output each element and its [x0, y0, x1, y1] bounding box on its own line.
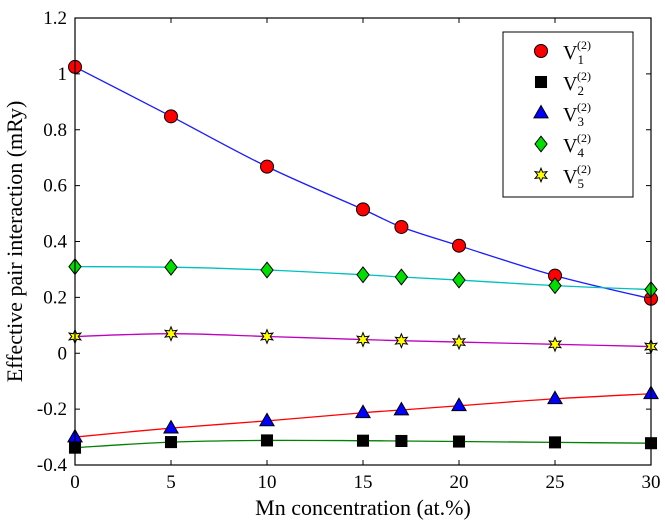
data-point-v1: [260, 159, 274, 174]
legend-label-v3: V3(2): [563, 100, 591, 129]
data-point-v4: [548, 277, 562, 295]
data-point-v3: [259, 412, 275, 427]
data-point-v5: [547, 336, 563, 353]
data-point-v4: [164, 258, 178, 276]
data-point-v5: [163, 325, 179, 342]
y-tick-label: 0.8: [43, 120, 67, 141]
data-point-v1: [164, 109, 178, 124]
legend-box: [502, 31, 634, 198]
data-point-v4: [260, 261, 274, 279]
data-point-v5: [451, 333, 467, 351]
x-axis-label: Mn concentration (at.%): [255, 495, 471, 520]
x-tick-label: 10: [258, 472, 277, 493]
data-point-v4: [394, 268, 409, 286]
legend-label-v1: V1(2): [563, 38, 591, 67]
legend-marker-v4: [534, 135, 548, 153]
data-point-v1: [452, 238, 466, 253]
data-point-v5: [259, 328, 275, 345]
y-tick-label: -0.2: [37, 399, 67, 420]
data-point-v5: [355, 331, 371, 348]
data-point-v2: [452, 435, 466, 448]
x-tick-label: 5: [166, 472, 176, 493]
data-point-v1: [356, 202, 370, 217]
data-point-v3: [163, 419, 179, 434]
legend-label-v2: V2(2): [563, 69, 591, 98]
x-tick-label: 15: [354, 472, 373, 493]
data-point-v2: [356, 434, 370, 447]
y-tick-label: 1.2: [43, 8, 67, 29]
y-axis-label: Effective pair interaction (mRy): [2, 101, 27, 383]
data-point-v3: [393, 401, 410, 416]
data-point-v1: [394, 219, 409, 234]
data-point-v4: [452, 271, 466, 289]
data-point-v2: [395, 434, 408, 447]
x-tick-label: 30: [642, 472, 661, 493]
y-tick-label: 0.4: [43, 232, 67, 253]
data-point-v5: [394, 332, 409, 349]
y-tick-label: 0.2: [43, 287, 67, 308]
legend-label-v4: V4(2): [563, 131, 591, 160]
data-point-v4: [356, 266, 370, 284]
legend-marker-v5: [533, 166, 549, 184]
legend-marker-v3: [533, 104, 549, 119]
data-point-v3: [547, 390, 563, 405]
data-point-v2: [260, 434, 274, 447]
data-point-v2: [164, 436, 178, 449]
legend-marker-v2: [534, 75, 548, 89]
y-tick-label: -0.4: [37, 455, 68, 476]
y-tick-label: 0: [58, 343, 68, 364]
y-tick-label: 1: [58, 64, 68, 85]
y-tick-label: 0.6: [43, 176, 67, 197]
x-tick-label: 20: [450, 472, 469, 493]
legend-marker-v1: [534, 44, 548, 58]
legend-label-v5: V5(2): [563, 162, 591, 191]
data-point-v3: [355, 404, 371, 419]
data-point-v2: [548, 436, 562, 449]
x-tick-label: 25: [546, 472, 565, 493]
x-tick-label: 0: [70, 472, 80, 493]
data-point-v3: [451, 397, 467, 412]
